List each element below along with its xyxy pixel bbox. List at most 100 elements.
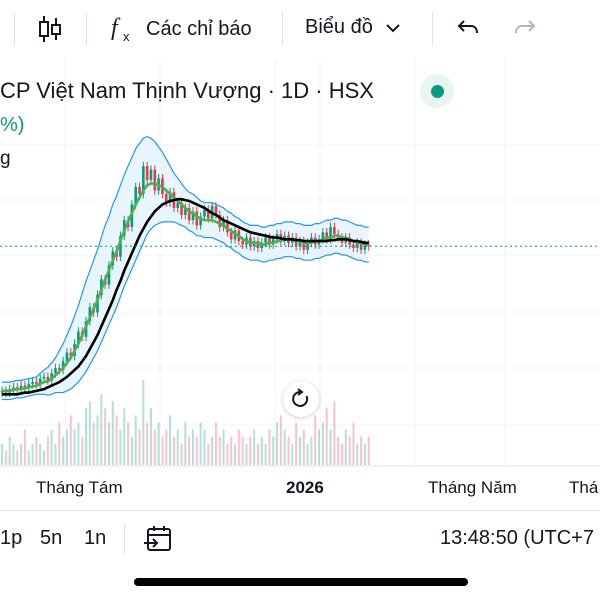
undo-button[interactable] [455,15,481,41]
candle-body [206,209,210,219]
volume-bar [31,443,34,465]
candle-body [298,241,302,247]
candle-body [195,211,199,226]
market-status-indicator [420,74,454,108]
candle-body [176,202,180,208]
volume-bar [58,422,61,465]
volume-bar [241,436,244,465]
indicators-label: Các chỉ báo [146,17,252,40]
candle-body [35,382,38,384]
volume-bar [245,443,248,465]
price-chart[interactable] [0,0,600,470]
volume-bar [211,436,214,465]
volume-bar [272,436,275,465]
volume-bar [360,436,363,465]
undo-icon [457,20,478,34]
chart-menu-button[interactable]: Biểu đồ [305,16,403,39]
candle-body [325,232,328,240]
volume-bar [260,436,263,465]
volume-bar [54,443,57,465]
volume-bar [176,429,179,465]
volume-bar [149,408,152,465]
toolbar-divider [282,12,283,46]
volume-bar [218,436,221,465]
time-axis-label: 2026 [286,478,324,497]
volume-bar [35,436,38,465]
volume-bar [172,436,175,465]
volume-bar [65,429,68,465]
go-to-date-icon[interactable] [143,523,175,555]
candle-body [222,220,225,228]
candle-body [142,166,145,194]
volume-bar [222,429,225,465]
candle-body [69,352,73,356]
candle-body [38,378,42,384]
volume-bar [69,415,72,465]
candle-style-button[interactable] [36,14,64,44]
interval-button[interactable]: 1p [0,527,23,549]
volume-bar [253,429,256,465]
candle-body [153,169,157,191]
volume-bar [356,443,359,465]
clock-timezone[interactable]: 13:48:50 (UTC+7 [440,527,594,549]
volume-bar [287,436,290,465]
price-change: %) [0,114,25,136]
volume-bar [23,429,26,465]
volume-bar [318,429,321,465]
svg-text:f: f [111,15,121,41]
volume-bar [39,443,42,465]
volume-bar [111,401,114,465]
function-icon: f x [111,15,130,44]
bollinger-band-fill [2,136,369,400]
volume-bar [203,429,206,465]
volume-bar [130,436,133,465]
candle-body [321,232,325,240]
candle-body [19,385,23,390]
volume-bar [73,429,76,465]
volume-bar [363,443,366,465]
volume-bar [192,429,194,465]
interval-button[interactable]: 1n [84,527,107,549]
candle-body [329,227,332,240]
volume-bar [100,394,103,465]
candle-body [12,387,15,390]
candle-body [184,207,187,215]
volume-bar [256,443,259,465]
volume-bar [180,443,183,465]
volume-bar [184,422,187,465]
sma-fast-line [2,182,369,393]
bottom-divider [124,523,125,555]
volume-bar [134,415,137,465]
volume-bar [298,436,301,465]
volume-bar [295,422,298,465]
volume-bar [314,415,317,465]
candle-body [264,237,267,243]
candle-body [367,244,371,247]
volume-bar [230,436,233,465]
volume-bar [279,415,282,465]
candle-body [199,216,202,226]
volume-bar [264,443,267,465]
volume-bar [16,450,19,465]
candle-body [187,207,191,221]
redo-button[interactable] [512,15,538,41]
interval-button[interactable]: 5n [40,527,63,549]
reset-icon [292,388,309,407]
candle-body [54,368,57,374]
volume-bar [107,422,110,465]
candle-body [241,241,244,245]
volume-bar [340,443,343,465]
time-axis-label: Tháng Năm [428,478,517,497]
candle-body [268,237,271,245]
candle-body [302,241,306,250]
indicators-button[interactable]: f x Các chỉ báo [108,14,252,44]
volume-bar [348,436,351,465]
reset-chart-button[interactable] [283,381,319,417]
volume-bar [46,436,49,465]
volume-bar [226,443,229,465]
candle-body [180,202,183,215]
top-toolbar: f x Các chỉ báo Biểu đồ [0,0,600,58]
bollinger-upper-line [2,135,369,383]
candle-body [145,166,149,181]
candle-body [31,382,34,384]
